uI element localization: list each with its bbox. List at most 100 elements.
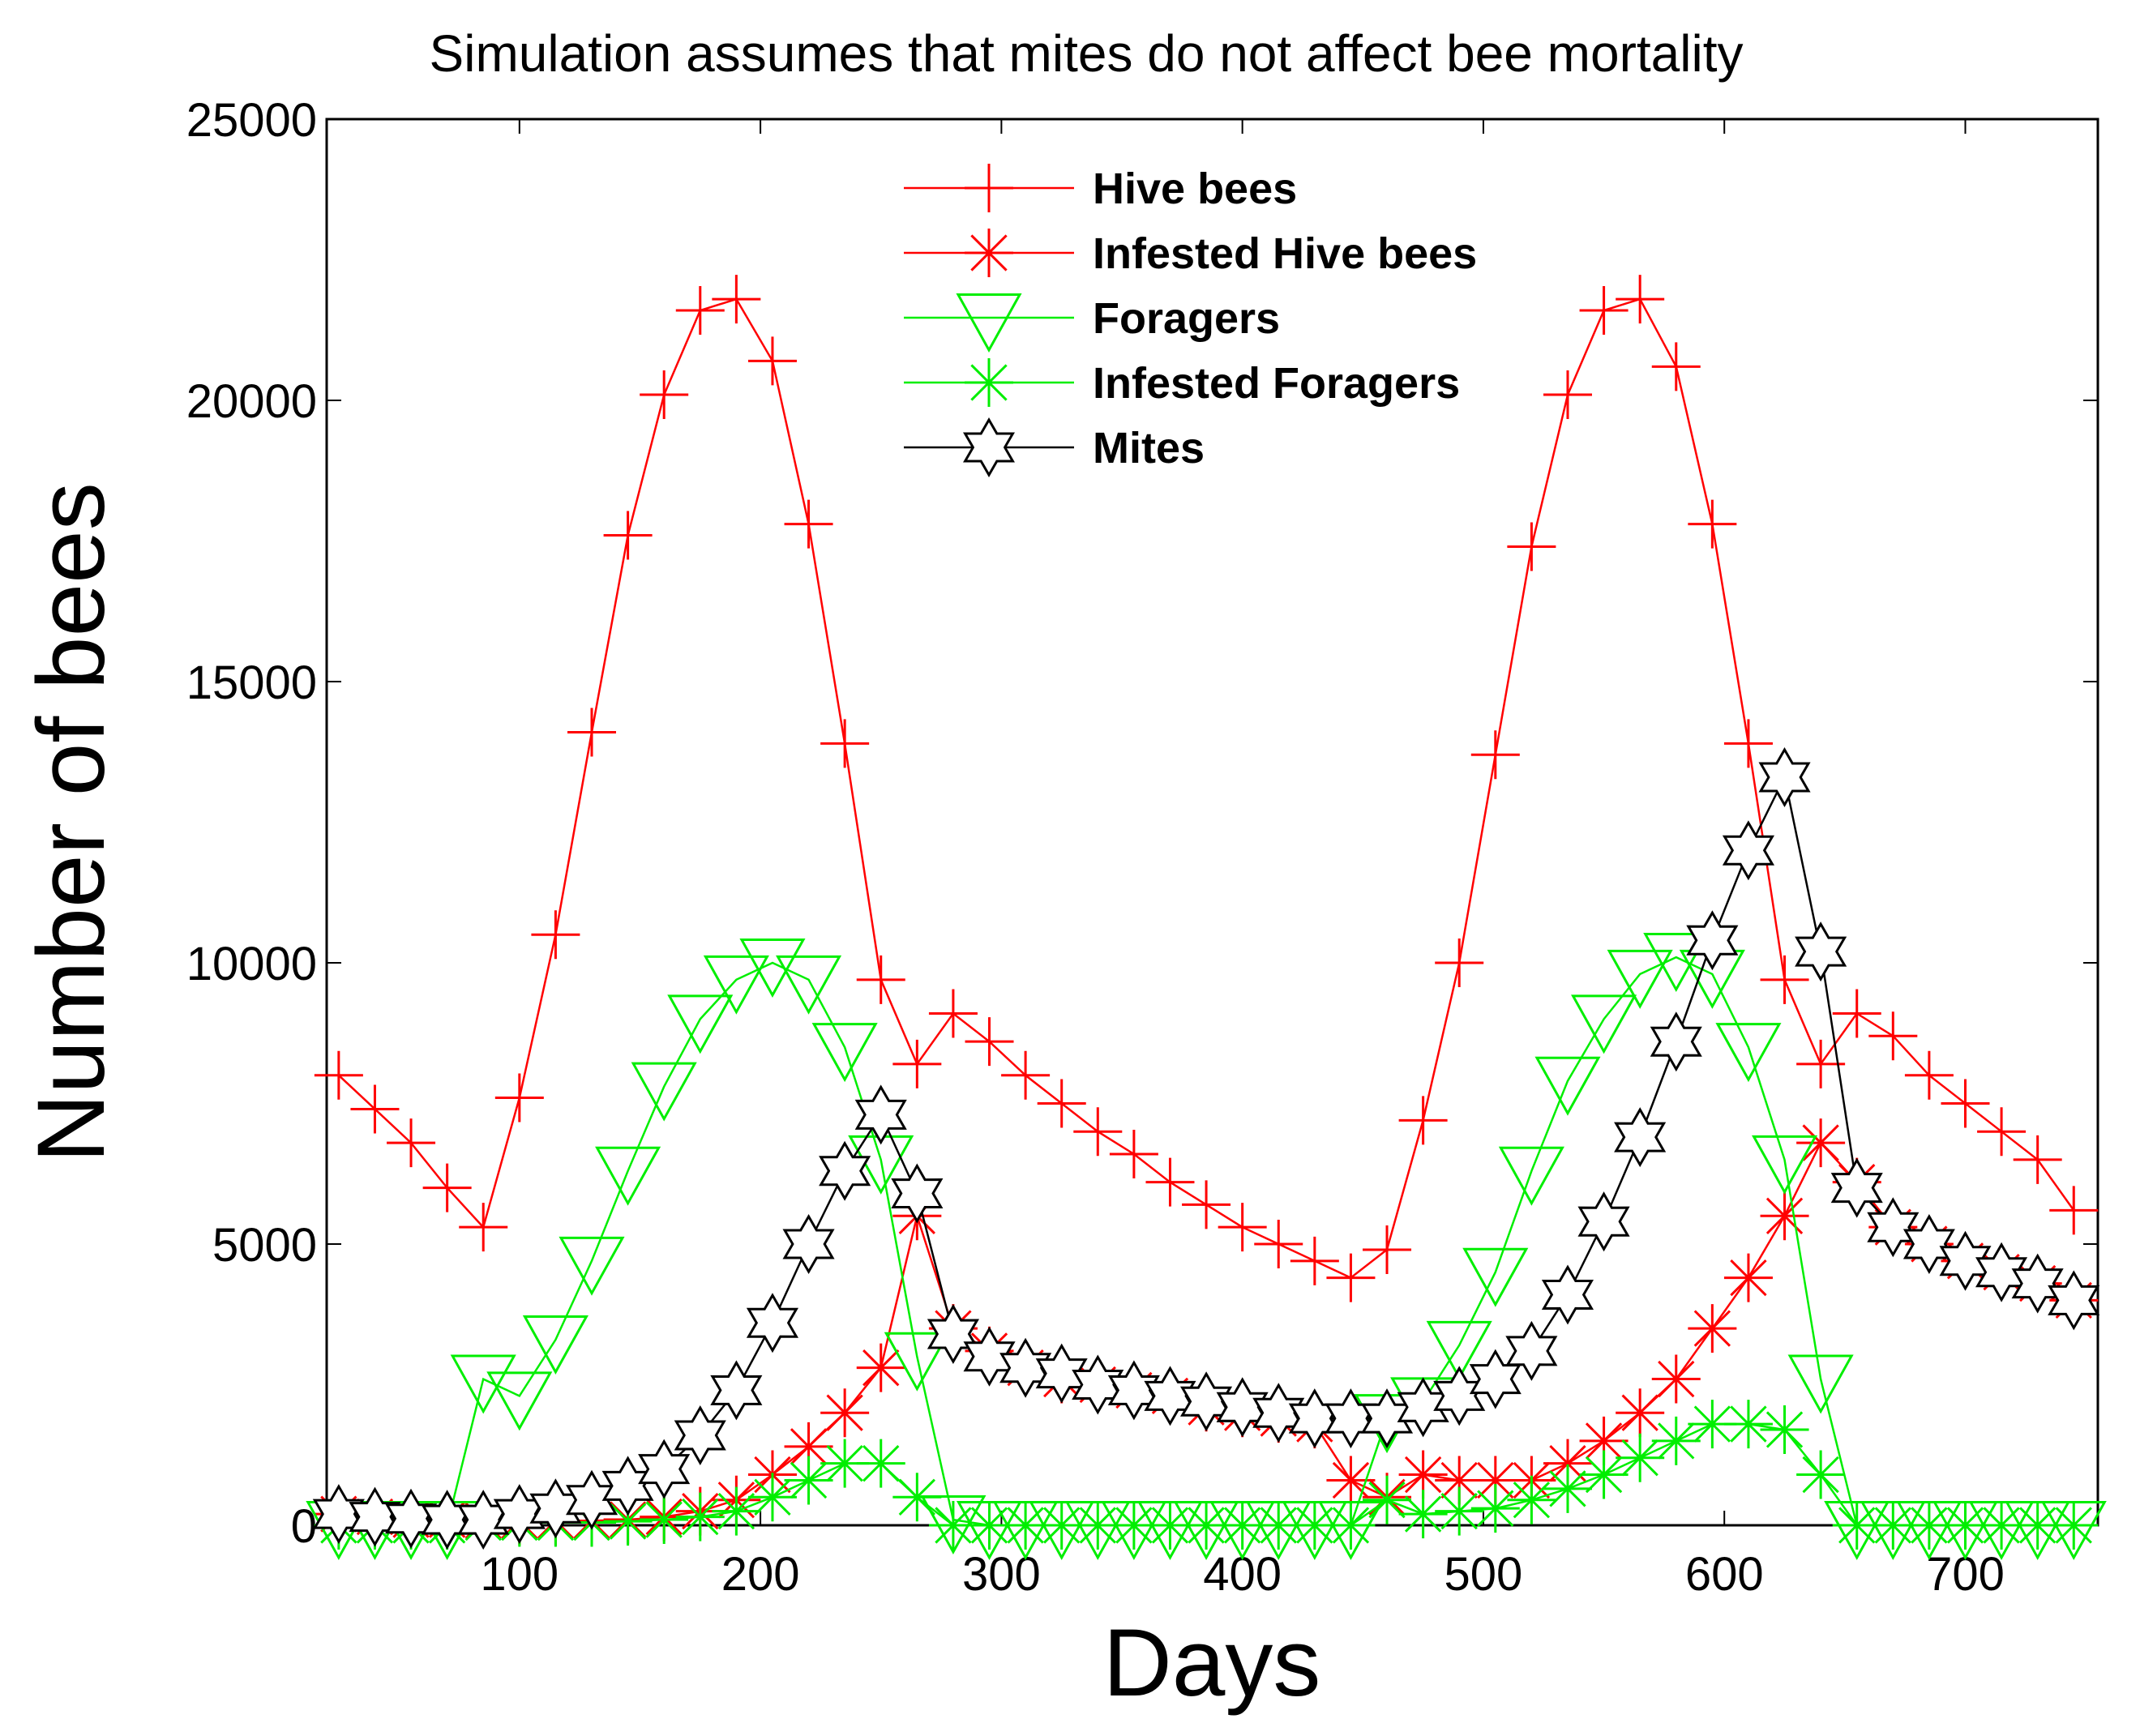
- data-point: [1037, 1501, 1086, 1550]
- data-point: [1182, 1180, 1231, 1229]
- data-point: [1760, 1191, 1809, 1241]
- data-point: [820, 1439, 870, 1488]
- data-point: [1939, 1230, 1992, 1291]
- data-point: [1109, 1129, 1158, 1178]
- data-point: [1179, 1371, 1233, 1432]
- data-point: [1577, 1191, 1630, 1252]
- legend-marker: [965, 164, 1013, 212]
- data-point: [1398, 1490, 1448, 1539]
- data-point: [1543, 1439, 1592, 1488]
- data-point: [494, 1073, 544, 1122]
- data-point: [1723, 719, 1773, 768]
- data-point: [1145, 1157, 1195, 1207]
- data-point: [1505, 1320, 1558, 1381]
- legend: Hive bees Infested Hive bees Foragers Infes…: [904, 164, 1477, 478]
- y-tick-label: 0: [291, 1500, 317, 1553]
- data-point: [459, 1203, 508, 1252]
- data-point: [1868, 1501, 1918, 1550]
- data-point: [1326, 1501, 1376, 1550]
- data-point: [422, 1163, 472, 1212]
- data-point: [746, 1293, 799, 1353]
- data-point: [1902, 1213, 1955, 1275]
- data-point: [854, 1084, 907, 1145]
- x-tick-label: 100: [480, 1548, 559, 1601]
- data-point: [1218, 1203, 1267, 1252]
- data-point: [1650, 1011, 1702, 1072]
- data-point: [712, 1486, 761, 1536]
- x-tick-label: 300: [962, 1548, 1041, 1601]
- data-point: [421, 1490, 473, 1550]
- data-point: [1541, 1264, 1594, 1325]
- data-point: [1073, 1501, 1123, 1550]
- data-point: [1579, 1450, 1629, 1499]
- data-point: [1470, 730, 1520, 780]
- legend-item: Hive bees: [904, 164, 1297, 213]
- data-point: [1868, 1011, 1918, 1061]
- data-point: [856, 1343, 905, 1392]
- data-point: [1462, 1247, 1529, 1307]
- data-point: [1254, 1220, 1303, 1268]
- data-point: [784, 1456, 833, 1505]
- y-tick-label: 10000: [186, 938, 317, 990]
- legend-item: Infested Foragers: [904, 358, 1460, 408]
- legend-marker: [965, 229, 1013, 277]
- data-point: [1144, 1366, 1196, 1426]
- data-point: [1795, 921, 1847, 982]
- legend-marker: [963, 417, 1015, 478]
- data-point: [1107, 1360, 1160, 1421]
- data-point: [928, 1501, 978, 1550]
- data-point: [314, 1050, 363, 1100]
- data-point: [1001, 1050, 1051, 1100]
- data-point: [1688, 1304, 1737, 1353]
- data-point: [776, 955, 842, 1015]
- data-point: [965, 1501, 1014, 1550]
- data-point: [1182, 1501, 1231, 1550]
- data-point: [1616, 1433, 1665, 1482]
- data-point: [603, 511, 653, 560]
- data-point: [856, 1439, 905, 1488]
- y-tick-label: 25000: [186, 94, 317, 147]
- data-point: [595, 1146, 661, 1206]
- data-point: [1723, 1400, 1773, 1449]
- data-point: [1363, 1225, 1412, 1274]
- axis-ticks: 100 200 300 400 500 600 7000500010000150002000…: [186, 94, 2098, 1601]
- data-point: [2013, 1501, 2062, 1550]
- data-point: [1796, 1118, 1846, 1168]
- data-point: [2048, 1270, 2100, 1331]
- data-point: [1614, 1107, 1667, 1168]
- legend-label: Foragers: [1093, 294, 1280, 343]
- data-point: [1073, 1107, 1123, 1157]
- data-point: [1363, 1475, 1412, 1524]
- y-tick-label: 5000: [212, 1219, 317, 1272]
- data-point: [1787, 1354, 1854, 1414]
- data-point: [1290, 1501, 1339, 1550]
- data-point: [784, 499, 833, 549]
- data-point: [1543, 1464, 1592, 1513]
- data-point: [710, 1360, 763, 1421]
- data-point: [1470, 1484, 1520, 1533]
- data-point: [1218, 1501, 1267, 1550]
- data-point: [782, 1214, 835, 1274]
- data-point: [2013, 1135, 2062, 1184]
- x-axis-label: Days: [1103, 1610, 1321, 1717]
- y-tick-label: 20000: [186, 375, 317, 428]
- series-foragers: [306, 933, 2107, 1560]
- legend-marker: [965, 358, 1013, 407]
- data-point: [2049, 1186, 2099, 1235]
- data-point: [820, 719, 870, 768]
- legend-label: Mites: [1093, 424, 1205, 472]
- data-point: [856, 955, 905, 1004]
- data-point: [1398, 1096, 1448, 1145]
- data-point: [675, 1492, 725, 1541]
- data-point: [747, 1473, 797, 1522]
- data-point: [1616, 1388, 1665, 1438]
- data-point: [1037, 1079, 1086, 1128]
- data-point: [891, 1163, 944, 1224]
- data-point: [1941, 1501, 1990, 1550]
- data-point: [1507, 522, 1556, 571]
- data-point: [1216, 1377, 1269, 1438]
- data-point: [1796, 1450, 1846, 1499]
- data-point: [1688, 1400, 1737, 1449]
- data-point: [1904, 1501, 1954, 1550]
